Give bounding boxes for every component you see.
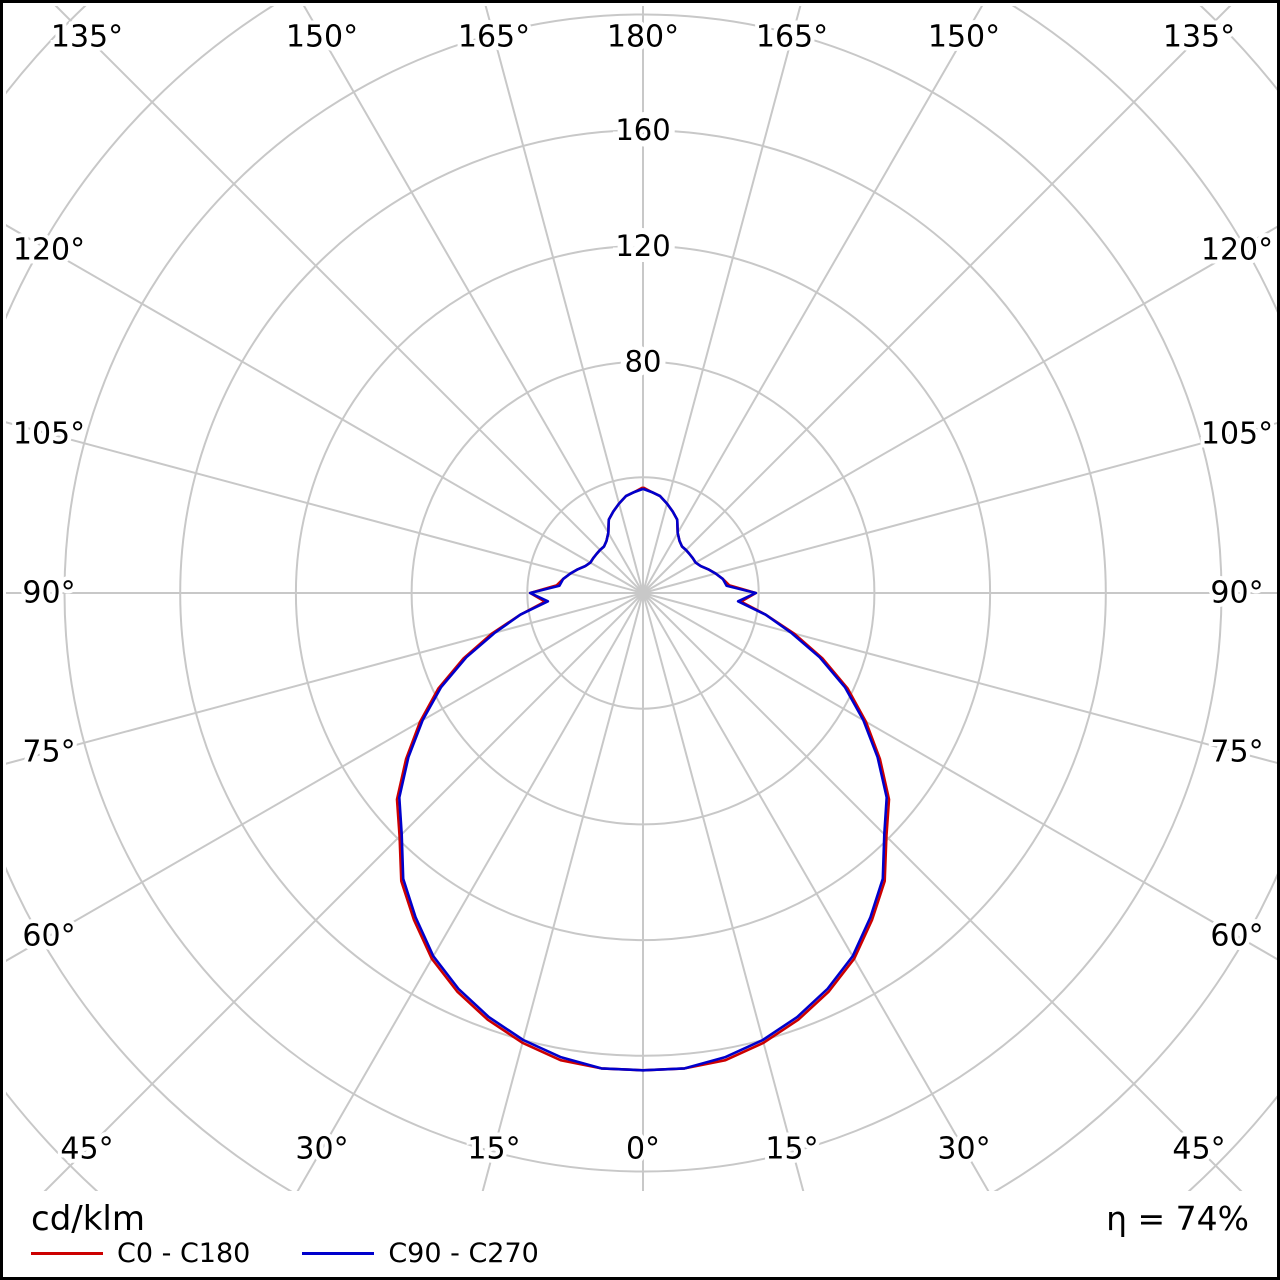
angle-label-120: 120° (13, 233, 85, 268)
legend-item-c90-c270: C90 - C270 (302, 1238, 539, 1269)
grid-spoke-105 (642, 422, 1277, 594)
grid-spoke-195 (484, 6, 644, 594)
angle-label-165: 165° (458, 20, 530, 55)
angle-label-90: 90° (22, 576, 75, 611)
efficiency-label: η = 74% (1106, 1199, 1249, 1238)
angle-label-75: 75° (1210, 735, 1263, 770)
angle-label-105: 105° (1201, 416, 1273, 451)
ring-label-160: 160 (615, 113, 670, 147)
ring-labels: 80 120 160 (609, 107, 676, 384)
grid-spoke-120 (642, 225, 1277, 594)
legend-label-c0-c180: C0 - C180 (117, 1238, 251, 1269)
angle-label-150: 150° (928, 20, 1000, 55)
angle-label-45: 45° (60, 1132, 113, 1167)
angle-label-30: 30° (937, 1132, 990, 1167)
grid-spoke-285 (6, 592, 644, 765)
legend: C0 - C180 C90 - C270 (31, 1238, 539, 1269)
angle-label-90: 90° (1210, 576, 1263, 611)
grid-spoke-210 (302, 6, 644, 594)
intensity-curves (395, 486, 891, 1072)
unit-label: cd/klm (31, 1199, 145, 1239)
angle-label-105: 105° (13, 416, 85, 451)
legend-line-c90-c270-icon (302, 1252, 375, 1255)
grid-spoke-225 (54, 6, 644, 594)
angle-label-45: 45° (1172, 1132, 1225, 1167)
grid-spoke-165 (642, 6, 802, 594)
grid-spoke-45 (642, 592, 1243, 1191)
grid-ring-280 (6, 6, 1277, 1191)
angle-label-30: 30° (295, 1132, 348, 1167)
angle-label-135: 135° (1163, 20, 1235, 55)
angle-label-60: 60° (22, 918, 75, 953)
grid-spoke-30 (642, 592, 990, 1191)
angle-label-165: 165° (756, 20, 828, 55)
angle-label-120: 120° (1201, 233, 1273, 268)
ring-label-120: 120 (615, 229, 670, 263)
angle-label-135: 135° (51, 20, 123, 55)
grid-spoke-345 (481, 592, 644, 1191)
legend-item-c0-c180: C0 - C180 (31, 1238, 250, 1269)
angle-label-15: 15° (467, 1132, 520, 1167)
grid-spoke-240 (6, 224, 644, 594)
legend-label-c90-c270: C90 - C270 (388, 1238, 539, 1269)
grid-spoke-300 (6, 592, 644, 962)
angle-label-150: 150° (286, 20, 358, 55)
polar-chart: 0° 15° 30° 45° 60° 75° 90° 105° 120° 135° 150° 165°… (6, 6, 1277, 1191)
angle-label-60: 60° (1210, 918, 1263, 953)
angle-label-75: 75° (22, 735, 75, 770)
ring-label-80: 80 (625, 345, 662, 379)
grid-spoke-150 (642, 6, 984, 594)
grid-ring-240 (6, 6, 1277, 1191)
grid-spoke-60 (642, 592, 1277, 961)
angle-labels: 0° 15° 30° 45° 60° 75° 90° 105° 120° 135° 150° 165°… (9, 16, 1277, 1171)
angle-label-0: 0° (626, 1132, 660, 1167)
grid-spoke-75 (642, 592, 1277, 764)
legend-line-c0-c180-icon (31, 1252, 103, 1255)
angle-label-180: 180° (607, 20, 679, 55)
grid-spoke-330 (296, 592, 644, 1191)
angle-label-15: 15° (765, 1132, 818, 1167)
grid-spoke-15 (642, 592, 805, 1191)
grid-spoke-315 (43, 592, 644, 1191)
grid-spoke-135 (642, 6, 1232, 594)
grid-spoke-255 (6, 421, 644, 594)
polar-grid (6, 6, 1277, 1191)
curve-c90-c270 (398, 487, 888, 1072)
